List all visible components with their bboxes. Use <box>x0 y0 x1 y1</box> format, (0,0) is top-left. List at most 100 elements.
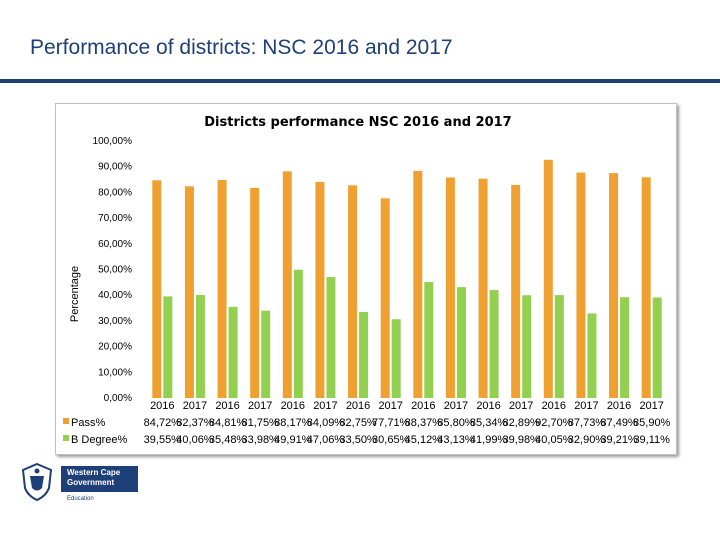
data-value-label: 88,17% <box>274 417 312 429</box>
y-tick-label: 30,00% <box>98 316 132 327</box>
bdegree-bar <box>424 282 434 398</box>
x-category-label: 2016 <box>215 400 239 412</box>
title-rule <box>0 79 720 83</box>
y-tick-label: 70,00% <box>98 213 132 224</box>
x-category-label: 2016 <box>150 400 174 412</box>
y-tick-label: 80,00% <box>98 187 132 198</box>
bdegree-bar <box>391 319 401 398</box>
coat-of-arms-icon <box>21 462 53 502</box>
data-value-label: 77,71% <box>372 417 410 429</box>
pass-bar <box>641 177 651 398</box>
pass-bar <box>413 170 423 398</box>
bar-chart: Districts performance NSC 2016 and 2017 … <box>63 115 671 446</box>
data-value-label: 84,09% <box>307 417 345 429</box>
pass-bar <box>250 187 260 398</box>
pass-bar <box>445 177 455 398</box>
data-value-label: 43,13% <box>437 434 475 446</box>
slide-title: Performance of districts: NSC 2016 and 2… <box>30 36 453 59</box>
x-category-label: 2017 <box>183 400 207 412</box>
x-category-label: 2016 <box>607 400 631 412</box>
bdegree-bar <box>359 311 369 398</box>
data-value-label: 81,75% <box>242 417 280 429</box>
pass-bar <box>315 181 325 398</box>
x-category-label: 2016 <box>411 400 435 412</box>
x-category-label: 2017 <box>574 400 598 412</box>
x-category-label: 2016 <box>346 400 370 412</box>
bdegree-bar <box>522 295 532 398</box>
bdegree-bar <box>261 310 271 398</box>
y-tick-label: 0,00% <box>104 393 132 404</box>
data-value-label: 39,11% <box>633 434 670 446</box>
y-tick-label: 50,00% <box>98 265 132 276</box>
data-value-label: 85,34% <box>470 417 508 429</box>
bdegree-bar <box>163 296 173 398</box>
pass-bar <box>511 184 521 398</box>
x-category-label: 2017 <box>509 400 533 412</box>
data-value-label: 35,48% <box>209 434 247 446</box>
logo-subtitle: Education <box>67 496 94 502</box>
data-value-label: 40,05% <box>535 434 573 446</box>
pass-bar <box>184 186 194 398</box>
data-value-label: 33,98% <box>242 434 280 446</box>
bars <box>152 159 662 398</box>
chart-title: Districts performance NSC 2016 and 2017 <box>204 115 511 130</box>
data-value-label: 41,99% <box>470 434 508 446</box>
pass-bar <box>543 159 553 398</box>
bdegree-bar <box>587 313 597 398</box>
western-cape-logo: Western Cape Government Education <box>18 462 138 510</box>
bdegree-bar <box>326 277 336 398</box>
data-value-label: 88,37% <box>405 417 443 429</box>
pass-bar <box>217 180 227 398</box>
pass-bar <box>152 180 162 398</box>
data-value-label: 39,55% <box>144 434 182 446</box>
data-value-label: 82,89% <box>503 417 541 429</box>
data-value-label: 82,37% <box>176 417 214 429</box>
pass-bar <box>380 198 390 398</box>
legend-key <box>63 435 69 441</box>
data-value-label: 30,65% <box>372 434 410 446</box>
y-tick-label: 90,00% <box>98 162 132 173</box>
data-value-label: 87,73% <box>568 417 606 429</box>
pass-bar <box>282 171 292 398</box>
x-category-label: 2016 <box>476 400 500 412</box>
legend-key <box>63 418 69 424</box>
bdegree-bar <box>456 287 466 398</box>
y-tick-label: 40,00% <box>98 290 132 301</box>
pass-bar <box>478 178 488 398</box>
y-axis-label: Percentage <box>69 266 81 322</box>
x-category-label: 2016 <box>281 400 305 412</box>
data-value-label: 84,81% <box>209 417 247 429</box>
logo-line-1: Western Cape <box>67 468 121 477</box>
x-category-label: 2016 <box>542 400 566 412</box>
x-category-label: 2017 <box>378 400 402 412</box>
data-value-label: 32,90% <box>568 434 606 446</box>
bdegree-bar <box>652 297 662 398</box>
bdegree-bar <box>228 306 238 398</box>
pass-bar <box>576 172 586 398</box>
legend-label: Pass% <box>71 417 105 429</box>
bdegree-bar <box>489 290 499 398</box>
data-value-label: 85,80% <box>437 417 475 429</box>
bdegree-bar <box>554 295 564 398</box>
data-value-label: 33,50% <box>339 434 377 446</box>
y-tick-labels: 0,00% 10,00% 20,00% 30,00% 40,00% 50,00% 60,00… <box>93 136 133 404</box>
bdegree-bar <box>293 269 303 398</box>
data-table: 2016 2017 2016 2017 2016 2017 2016 2017 2016 2017… <box>63 400 671 446</box>
x-category-label: 2017 <box>639 400 663 412</box>
data-value-label: 92,70% <box>535 417 573 429</box>
data-value-label: 47,06% <box>307 434 345 446</box>
bdegree-bar <box>620 297 630 398</box>
x-category-label: 2017 <box>444 400 468 412</box>
y-tick-label: 60,00% <box>98 239 132 250</box>
logo-wordmark: Western Cape Government <box>61 466 138 492</box>
x-category-label: 2017 <box>248 400 272 412</box>
bdegree-bar <box>195 295 205 398</box>
data-value-label: 85,90% <box>633 417 671 429</box>
pass-bar <box>609 173 619 398</box>
data-value-label: 39,98% <box>503 434 541 446</box>
data-value-label: 39,21% <box>600 434 638 446</box>
pass-bar <box>348 185 358 398</box>
x-category-label: 2017 <box>313 400 337 412</box>
legend-label: B Degree% <box>71 434 127 446</box>
data-value-label: 84,72% <box>144 417 182 429</box>
